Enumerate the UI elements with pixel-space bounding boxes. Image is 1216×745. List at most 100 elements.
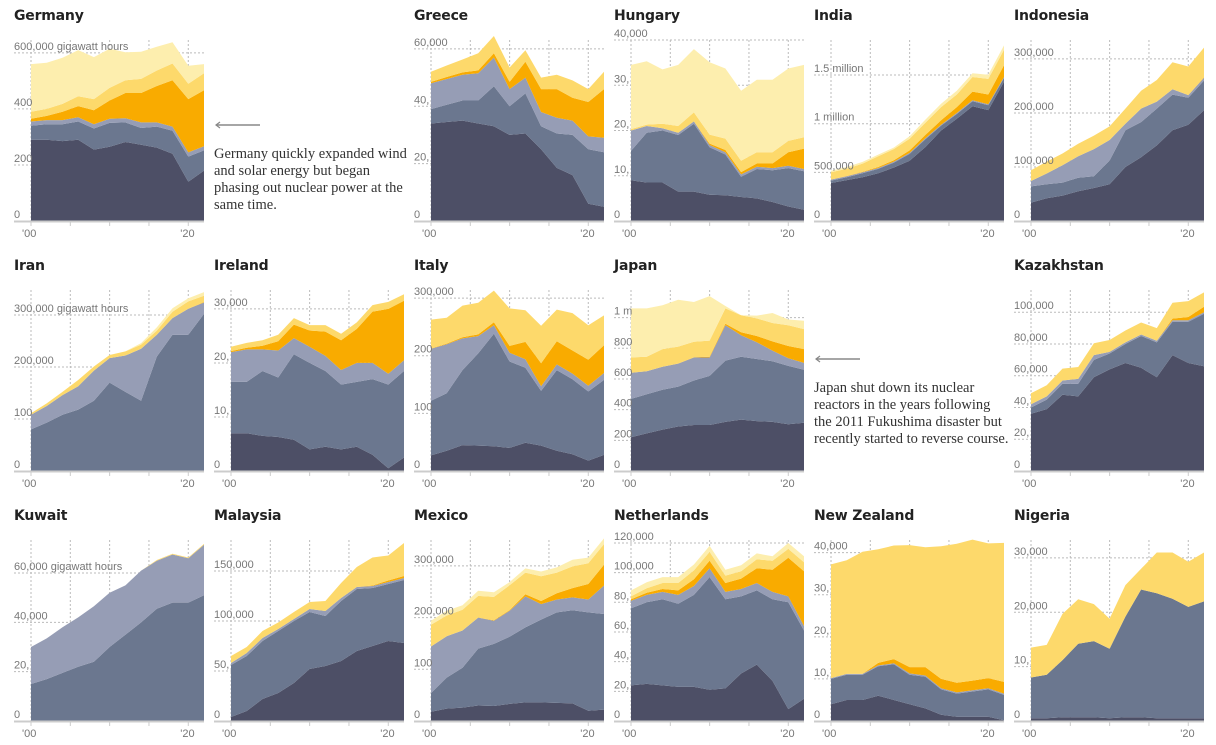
area-coal bbox=[431, 120, 604, 221]
area-gas bbox=[231, 580, 404, 717]
area-oil-other bbox=[31, 544, 204, 684]
y-tick-label: 0 bbox=[14, 209, 20, 221]
area-gas bbox=[31, 595, 204, 721]
y-tick-label: 400 bbox=[14, 97, 32, 109]
y-tick-label: 60,000 gigawatt hours bbox=[14, 561, 123, 573]
y-tick-label: 1 m bbox=[614, 306, 632, 318]
area-hydro-renewables bbox=[31, 295, 204, 415]
left-arrow-icon bbox=[215, 121, 260, 129]
chart-title: Hungary bbox=[614, 8, 680, 24]
y-tick-label: 300,000 bbox=[1014, 47, 1054, 59]
stacked-areas bbox=[31, 42, 204, 221]
area-gas bbox=[631, 123, 804, 210]
area-hydro-renewables bbox=[1031, 552, 1204, 678]
y-tick-label: 0 bbox=[614, 709, 620, 721]
area-coal bbox=[231, 433, 404, 471]
area-oil-other bbox=[431, 57, 604, 153]
area-gas bbox=[631, 577, 804, 710]
area-chart: 0 100,000 200,000 300,000 '00 '20 bbox=[1014, 40, 1204, 240]
area-chart: 0 500,000 1 million 1.5 million '00 '20 bbox=[814, 40, 1004, 240]
x-tick-label: '00 bbox=[822, 228, 836, 240]
area-coal bbox=[431, 702, 604, 721]
area-coal bbox=[1031, 717, 1204, 721]
y-tick-label: 20, bbox=[614, 679, 629, 691]
area-hydro-renewables bbox=[31, 63, 204, 119]
y-tick-label: 200 bbox=[614, 428, 632, 440]
area-oil-other bbox=[431, 325, 604, 401]
x-tick-label: '00 bbox=[622, 478, 636, 490]
y-tick-label: 400 bbox=[614, 398, 632, 410]
area-coal bbox=[1031, 355, 1204, 471]
chart-title: Italy bbox=[414, 258, 449, 274]
y-tick-label: 0 bbox=[14, 459, 20, 471]
area-chart: 0 10, 20, 30,000 '00 '20 bbox=[214, 290, 404, 490]
x-tick-label: '20 bbox=[980, 228, 994, 240]
x-tick-label: '20 bbox=[180, 228, 194, 240]
x-tick-label: '00 bbox=[822, 728, 836, 740]
chart-panel-ireland: Ireland 0 10, 20, 30,000 '00 '20 bbox=[214, 250, 414, 495]
y-tick-label: 60,000 bbox=[414, 37, 448, 49]
y-tick-label: 0 bbox=[414, 709, 420, 721]
area-gas bbox=[631, 356, 804, 438]
area-hydro-renewables bbox=[631, 548, 804, 600]
stacked-areas bbox=[1031, 552, 1204, 721]
y-tick-label: 0 bbox=[614, 459, 620, 471]
chart-title: Germany bbox=[14, 8, 84, 24]
area-wind-solar bbox=[631, 557, 804, 626]
y-tick-label: 0 bbox=[1014, 459, 1020, 471]
chart-title: New Zealand bbox=[814, 508, 915, 524]
area-oil-other bbox=[1031, 77, 1204, 187]
stacked-areas bbox=[431, 538, 604, 721]
chart-title: Malaysia bbox=[214, 508, 282, 524]
area-chart: 0 100 200 300,000 '00 '20 bbox=[414, 286, 604, 490]
y-tick-label: 30,000 bbox=[214, 297, 248, 309]
area-chart: 0 20, 40, 60,000 '00 '20 bbox=[414, 36, 604, 240]
stacked-areas bbox=[631, 543, 804, 721]
y-tick-label: 300,000 gigawatt hours bbox=[14, 303, 129, 315]
stacked-areas bbox=[31, 543, 204, 721]
y-tick-label: 20, bbox=[414, 152, 429, 164]
x-tick-label: '00 bbox=[22, 728, 36, 740]
area-hydro-renewables bbox=[231, 543, 404, 663]
y-tick-label: 10, bbox=[214, 405, 229, 417]
area-gas bbox=[1031, 313, 1204, 414]
y-tick-label: 0 bbox=[414, 209, 420, 221]
stacked-areas bbox=[631, 296, 804, 471]
area-chart: 0 10, 20, 30, 40,000 '00 '20 bbox=[614, 28, 804, 240]
x-tick-label: '20 bbox=[780, 728, 794, 740]
y-tick-label: 200,000 bbox=[1014, 101, 1054, 113]
y-tick-label: 20, bbox=[214, 351, 229, 363]
area-hydro-renewables bbox=[431, 290, 604, 364]
y-tick-label: 30, bbox=[614, 73, 629, 85]
area-oil-other bbox=[1031, 312, 1204, 408]
y-tick-label: 0 bbox=[1014, 709, 1020, 721]
chart-title: India bbox=[814, 8, 853, 24]
x-tick-label: '00 bbox=[622, 728, 636, 740]
chart-title: Indonesia bbox=[1014, 8, 1090, 24]
stacked-areas bbox=[31, 292, 204, 471]
stacked-areas bbox=[1031, 292, 1204, 471]
x-tick-label: '20 bbox=[580, 728, 594, 740]
area-hydro-renewables bbox=[631, 112, 804, 173]
area-wind-solar bbox=[31, 80, 204, 153]
y-tick-label: 0 bbox=[214, 709, 220, 721]
chart-panel-italy: Italy 0 100 200 300,000 '00 '20 bbox=[414, 250, 614, 495]
y-tick-label: 20,000 bbox=[1014, 600, 1048, 612]
y-tick-label: 0 bbox=[214, 459, 220, 471]
germany-annotation-text: Germany quickly expanded wind and solar … bbox=[214, 146, 407, 213]
x-tick-label: '20 bbox=[980, 728, 994, 740]
y-tick-label: 300,000 bbox=[414, 554, 454, 566]
y-tick-label: 80,000 bbox=[1014, 332, 1048, 344]
stacked-areas bbox=[1031, 47, 1204, 221]
y-tick-label: 200 bbox=[14, 153, 32, 165]
y-tick-label: 30, bbox=[814, 583, 829, 595]
area-gas bbox=[31, 121, 204, 182]
y-tick-label: 100 bbox=[414, 401, 432, 413]
area-oil-other bbox=[631, 325, 804, 399]
chart-panel-india: India 0 500,000 1 million 1.5 million '00 '20 bbox=[814, 0, 1014, 245]
y-tick-label: 40, bbox=[614, 650, 629, 662]
y-tick-label: 200,000 bbox=[14, 355, 54, 367]
japan-annotation-text: Japan shut down its nuclear reactors in … bbox=[814, 380, 1009, 447]
y-tick-label: 10, bbox=[814, 667, 829, 679]
area-hydro-renewables bbox=[431, 36, 604, 102]
